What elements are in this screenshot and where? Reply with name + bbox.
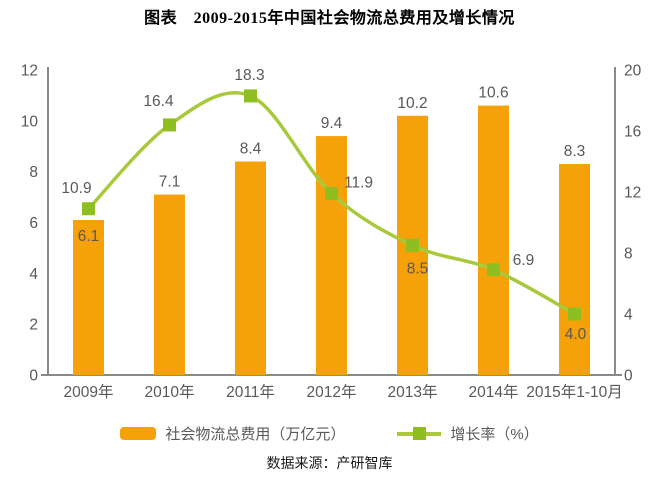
left-axis-tick-label: 12 [21,63,38,80]
bar [559,164,590,375]
bar-value-label: 8.3 [564,143,586,160]
line-value-label: 16.4 [143,93,174,110]
line-marker [163,118,176,132]
legend-item-line-series: 增长率（%） [397,423,539,444]
bar [478,105,509,375]
bar-value-label: 7.1 [159,174,181,191]
line-value-label: 10.9 [61,180,91,197]
bar [235,161,266,375]
line-value-label: 6.9 [513,252,535,269]
left-axis-tick-label: 0 [29,368,38,385]
data-source-note: 数据来源：产研智库 [266,455,393,471]
x-axis-category-label: 2014年 [469,383,519,401]
right-axis-tick-label: 20 [624,63,642,80]
x-axis-category-label: 2009年 [64,383,114,401]
x-axis-category-label: 2011年 [226,383,275,401]
left-axis-tick-label: 10 [21,113,39,130]
line-marker [325,187,338,201]
legend: 社会物流总费用（万亿元） 增长率（%） [0,423,659,444]
right-axis-tick-label: 8 [624,246,633,263]
bar [154,194,185,375]
bar-value-label: 9.4 [321,115,343,132]
bar [316,136,347,375]
line-marker [244,89,257,103]
left-axis-tick-label: 2 [29,317,38,334]
x-axis-category-label: 2015年1-10月 [526,383,623,401]
line-marker [406,238,419,252]
x-axis-category-label: 2012年 [307,383,357,401]
right-axis-tick-label: 4 [624,307,633,324]
line-series-swatch [397,427,442,440]
line-marker [487,263,500,277]
legend-item-bar-series: 社会物流总费用（万亿元） [120,423,345,444]
line-value-label: 4.0 [565,326,587,343]
right-axis-tick-label: 12 [624,185,641,202]
line-value-label: 18.3 [234,67,264,84]
right-axis-tick-label: 16 [624,124,641,141]
left-axis-tick-label: 6 [29,215,38,232]
bar-series-swatch [120,427,157,440]
right-axis-tick-label: 0 [624,368,633,385]
line-value-label: 8.5 [407,260,429,277]
x-axis-category-label: 2013年 [388,383,438,401]
line-swatch-marker [412,427,426,440]
combo-chart: 0 2 4 6 8 10 12 0 4 8 12 16 20 2009年 2010年 2011年 2012年 20… [21,63,642,402]
left-axis-tick-label: 4 [29,266,38,283]
bar-value-label: 10.6 [478,85,508,102]
bar [73,219,104,375]
line-value-label: 11.9 [344,175,373,192]
line-marker [568,307,581,321]
bar-series-label: 社会物流总费用（万亿元） [165,426,346,443]
x-axis-category-label: 2010年 [145,383,195,401]
left-axis-tick-label: 8 [29,164,38,181]
bar-value-label: 10.2 [397,95,427,112]
line-marker [82,202,95,216]
bar-value-label: 6.1 [78,228,100,245]
line-series-label: 增长率（%） [450,426,539,443]
chart-title: 图表 2009-2015年中国社会物流总费用及增长情况 [144,10,515,27]
bar-value-label: 8.4 [240,141,262,158]
